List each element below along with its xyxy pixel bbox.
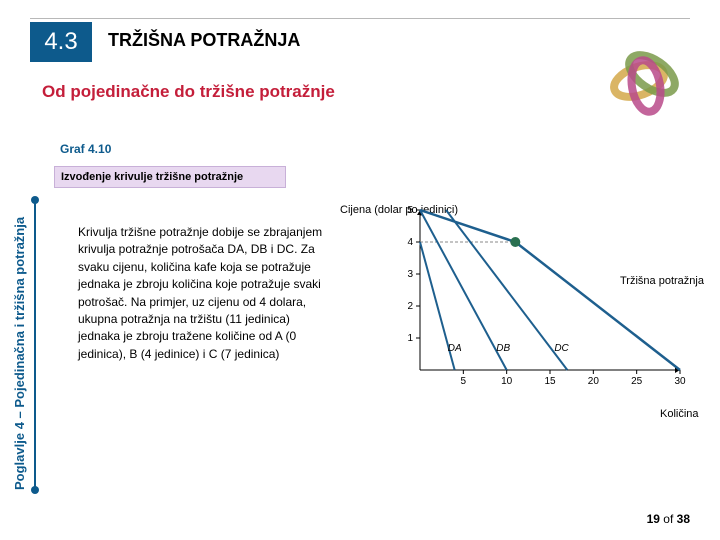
rings-icon	[604, 36, 684, 116]
svg-text:30: 30	[674, 376, 686, 387]
svg-text:2: 2	[407, 301, 413, 312]
svg-text:1: 1	[407, 333, 413, 344]
x-axis-label: Količina	[660, 408, 699, 420]
figure-caption-bar: Izvođenje krivulje tržišne potražnje	[54, 166, 286, 188]
subtitle: Od pojedinačne do tržišne potražnje	[42, 82, 335, 102]
svg-text:DA: DA	[448, 343, 462, 354]
svg-text:5: 5	[407, 205, 413, 216]
page-total: 38	[677, 512, 690, 526]
page-footer: 19 of 38	[647, 512, 690, 526]
svg-text:4: 4	[407, 237, 413, 248]
figure-caption: Izvođenje krivulje tržišne potražnje	[61, 171, 243, 183]
demand-chart: 5 10 15 20 25 30 1 2 3 4 5 DA DB DC	[400, 200, 690, 400]
svg-text:DC: DC	[554, 343, 569, 354]
svg-text:25: 25	[631, 376, 643, 387]
graf-label: Graf 4.10	[60, 142, 111, 156]
top-rule	[30, 18, 690, 19]
chapter-sidebar-line	[34, 200, 36, 490]
svg-text:15: 15	[544, 376, 556, 387]
page-of: of	[663, 512, 673, 526]
section-title: TRŽIŠNA POTRAŽNJA	[108, 30, 300, 51]
chapter-sidebar-label: Poglavlje 4 – Pojedinačna i tržišna potr…	[12, 217, 27, 490]
body-paragraph: Krivulja tržišne potražnje dobije se zbr…	[78, 224, 328, 363]
svg-text:20: 20	[588, 376, 600, 387]
svg-text:5: 5	[461, 376, 467, 387]
market-demand-label: Tržišna potražnja	[620, 275, 704, 287]
page-current: 19	[647, 512, 660, 526]
section-number-badge: 4.3	[30, 22, 92, 62]
section-number: 4.3	[44, 28, 77, 56]
svg-text:DB: DB	[496, 343, 510, 354]
svg-text:10: 10	[501, 376, 513, 387]
svg-text:3: 3	[407, 269, 413, 280]
